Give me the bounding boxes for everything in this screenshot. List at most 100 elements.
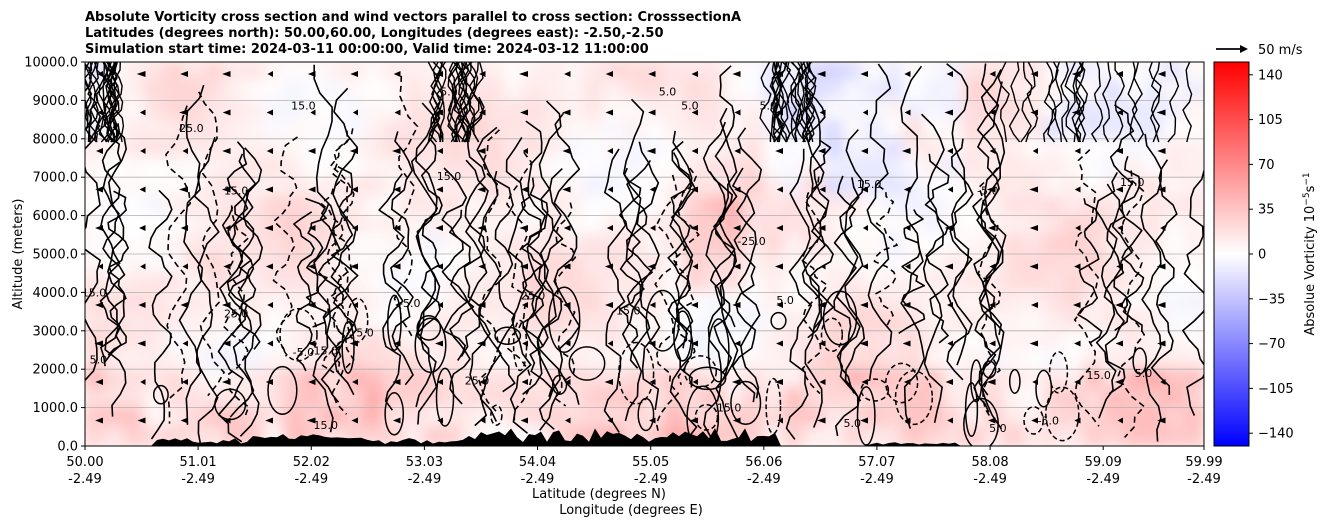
field-cell: [124, 291, 146, 313]
vorticity-field: [85, 62, 1204, 446]
field-cell: [1143, 157, 1166, 179]
field-cell: [1043, 233, 1066, 255]
wind-vector: [563, 302, 571, 308]
wind-vector: [1117, 417, 1123, 424]
wind-vector: [904, 71, 911, 77]
contour-negative: [393, 75, 419, 340]
field-cell: [1163, 137, 1185, 159]
contour-dense: [455, 62, 470, 143]
wind-vector: [648, 340, 656, 347]
field-cell: [803, 195, 826, 217]
x-tick-label-latitude: 53.03: [406, 455, 443, 470]
field-cell: [423, 329, 446, 351]
field-cell: [263, 157, 286, 179]
wind-vector: [140, 148, 146, 154]
wind-vector: [394, 109, 401, 116]
field-cell: [203, 99, 226, 121]
field-cell: [343, 137, 366, 159]
contour-positive: [731, 167, 757, 403]
field-cell: [583, 349, 606, 371]
x-tick-label-longitude: -2.49: [408, 472, 442, 487]
field-cell: [363, 387, 386, 409]
contour-positive: [227, 189, 255, 418]
wind-vector: [1074, 417, 1081, 424]
field-cell: [883, 157, 906, 179]
field-cell: [183, 118, 206, 140]
field-cell: [1163, 349, 1185, 371]
field-cell: [923, 137, 946, 159]
field-cell: [843, 80, 866, 102]
field-cell: [663, 118, 686, 140]
wind-vector: [605, 71, 613, 77]
field-cell: [1003, 291, 1026, 313]
wind-vector: [521, 379, 528, 385]
field-cell: [583, 310, 606, 332]
field-cell: [883, 406, 906, 428]
field-cell: [343, 214, 366, 236]
chart-title: Absolute Vorticity cross section and win…: [85, 10, 741, 57]
field-cell: [623, 99, 646, 121]
field-cell: [463, 406, 486, 428]
contour-positive: [85, 104, 101, 382]
field-cell: [823, 310, 846, 332]
field-cell: [823, 425, 846, 446]
field-cell: [1183, 349, 1204, 371]
wind-vector: [732, 302, 741, 308]
wind-vector: [818, 225, 826, 231]
field-cell: [263, 387, 286, 409]
field-cell: [503, 99, 526, 121]
field-cell: [1163, 62, 1185, 83]
field-cell: [303, 118, 326, 140]
contour-loop: [490, 404, 503, 426]
field-cell: [1143, 80, 1166, 102]
field-cell: [603, 118, 626, 140]
field-cell: [85, 406, 106, 428]
field-cell: [1003, 387, 1026, 409]
wind-vector: [774, 109, 783, 116]
field-cell: [124, 157, 146, 179]
field-cell: [403, 368, 426, 390]
field-cell: [1163, 425, 1185, 446]
wind-vector: [180, 417, 188, 424]
y-tick-label: 10000.0: [24, 56, 78, 71]
colorbar-ticks: 140 105 70 35 0 −35 −70 −105 −140: [1249, 68, 1294, 442]
field-cell: [363, 233, 386, 255]
field-cell: [1143, 253, 1166, 275]
field-cell: [1123, 349, 1146, 371]
field-cell: [803, 272, 826, 294]
field-cell: [163, 157, 186, 179]
field-cell: [85, 272, 106, 294]
field-cell: [963, 406, 986, 428]
field-cell: [1183, 99, 1204, 121]
field-cell: [1163, 272, 1185, 294]
field-cell: [923, 214, 946, 236]
field-cell: [243, 368, 266, 390]
wind-vector: [860, 148, 868, 154]
field-cell: [1163, 80, 1185, 102]
field-cell: [863, 99, 886, 121]
wind-vector: [860, 302, 868, 308]
wind-vector: [648, 109, 656, 116]
contour-positive: [976, 63, 1002, 336]
field-cell: [263, 329, 286, 351]
contour-label: 15.0: [857, 178, 882, 191]
field-cell: [963, 118, 986, 140]
field-cell: [923, 406, 946, 428]
contour-loop: [568, 346, 606, 381]
field-cell: [643, 176, 666, 198]
field-cell: [583, 253, 606, 275]
wind-vector: [520, 109, 528, 116]
field-cell: [823, 176, 846, 198]
contour-label: 5.0: [681, 100, 699, 113]
field-cell: [1083, 310, 1106, 332]
field-cell: [603, 214, 626, 236]
field-cell: [263, 214, 286, 236]
field-cell: [963, 176, 986, 198]
field-cell: [263, 80, 286, 102]
contour-dense: [1090, 62, 1104, 143]
x-tick-label-latitude: 54.04: [519, 455, 556, 470]
field-cell: [343, 406, 366, 428]
x-tick-label-longitude: -2.49: [181, 472, 215, 487]
contour-positive: [1109, 104, 1135, 332]
field-cell: [583, 272, 606, 294]
